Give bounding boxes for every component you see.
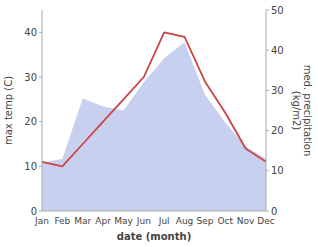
y-tick <box>39 32 42 33</box>
y-tick-label: 10 <box>24 161 37 172</box>
y2-tick-label: 0 <box>271 206 277 217</box>
y2-axis-label-line: (kg/m2) <box>291 91 302 131</box>
y2-tick-label: 50 <box>271 5 284 16</box>
y-tick <box>39 211 42 212</box>
x-tick-label: Mar <box>74 216 91 226</box>
line <box>42 32 266 166</box>
y-tick <box>39 77 42 78</box>
y2-axis-label: med. precipitation(kg/m2) <box>291 65 313 157</box>
plot-area <box>42 32 266 211</box>
x-tick-label: Nov <box>237 216 255 226</box>
y2-tick-label: 30 <box>271 85 284 96</box>
x-axis-label: date (month) <box>117 231 191 242</box>
y2-tick-label: 10 <box>271 165 284 176</box>
x-tick-label: Jan <box>34 216 49 226</box>
y2-tick <box>266 50 269 51</box>
y-tick <box>39 166 42 167</box>
y2-tick-label: 20 <box>271 125 284 136</box>
y2-tick <box>266 10 269 11</box>
x-tick-label: Apr <box>95 216 111 226</box>
y-axis-line <box>42 10 43 211</box>
x-axis-line <box>42 211 266 212</box>
x-tick-label: Jun <box>136 216 151 226</box>
y2-tick <box>266 90 269 91</box>
x-tick-label: May <box>114 216 133 226</box>
x-tick-label: Aug <box>176 216 194 226</box>
y2-tick <box>266 170 269 171</box>
x-tick-label: Oct <box>217 216 233 226</box>
y2-tick-label: 40 <box>271 45 284 56</box>
x-tick-label: Feb <box>54 216 70 226</box>
x-tick-label: Dec <box>257 216 274 226</box>
y-tick-label: 20 <box>24 116 37 127</box>
y2-tick <box>266 130 269 131</box>
x-tick-label: Sep <box>196 216 213 226</box>
y2-axis-label-line: med. precipitation <box>302 65 313 157</box>
y-tick-label: 30 <box>24 72 37 83</box>
y-tick <box>39 121 42 122</box>
y-tick-label: 0 <box>31 206 37 217</box>
x-tick-label: Jul <box>158 216 170 226</box>
y2-axis-line <box>266 10 267 211</box>
chart: 0 10 20 30 40 0 10 20 30 40 50 Jan Feb Mar AprMayJun Ju… <box>0 0 318 247</box>
y-axis-label: max temp (C) <box>3 76 14 145</box>
y-tick-label: 40 <box>24 27 37 38</box>
y2-tick <box>266 211 269 212</box>
